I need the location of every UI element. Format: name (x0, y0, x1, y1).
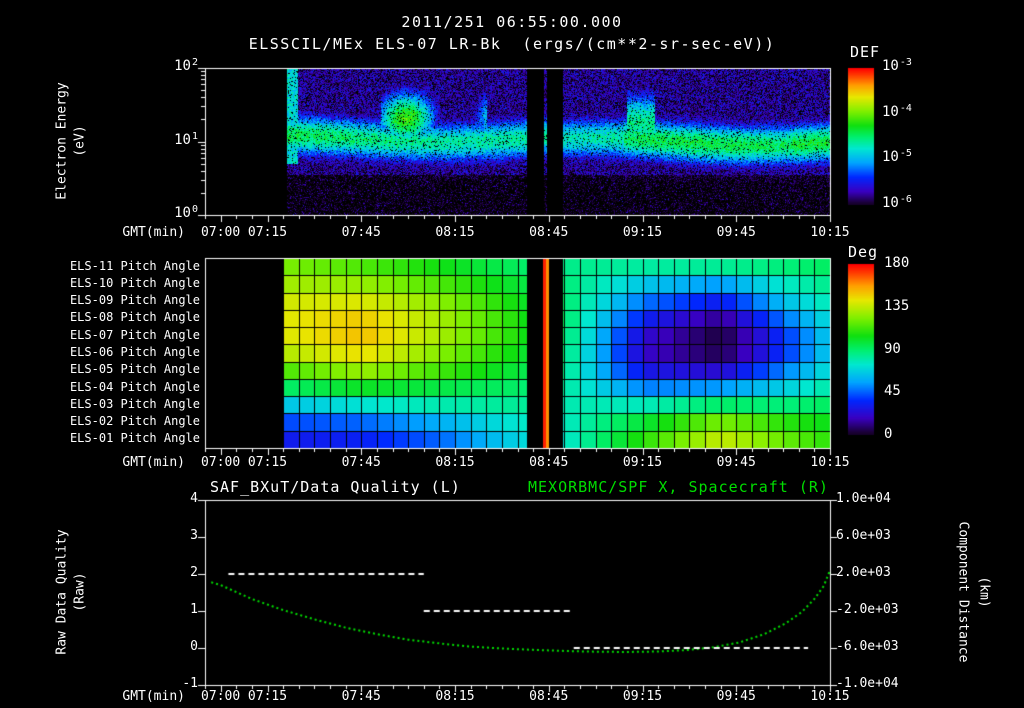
deg-colorbar-tick-label: 180 (884, 255, 910, 271)
panel3-right-tick-label: -1.0e+04 (836, 676, 899, 691)
deg-colorbar-tick-label: 135 (884, 297, 910, 314)
def-colorbar-tick-label: 10-3 (882, 57, 912, 74)
panel2-row-label: ELS-05 Pitch Angle (69, 362, 200, 377)
panel1-y-axis-title-line2: (eV) (72, 125, 88, 157)
x-tick-label: 07:00 (201, 225, 241, 240)
x-tick-label: 07:00 (201, 689, 241, 704)
x-tick-label: 10:15 (810, 689, 850, 704)
x-tick-label: 09:15 (622, 689, 663, 704)
x-tick-label: 09:15 (622, 225, 663, 240)
x-tick-label: 08:15 (435, 455, 475, 470)
x-tick-label: 09:45 (716, 225, 756, 240)
deg-colorbar-tick-label: 45 (884, 383, 901, 400)
panel3-left-axis-title-line2: (Raw) (72, 572, 88, 612)
title-main: ELSSCIL/MEx ELS-07 LR-Bk (ergs/(cm**2-sr… (248, 35, 776, 53)
panel3-left-tick-label: 4 (190, 491, 198, 506)
x-tick-label: 08:15 (435, 689, 475, 704)
title-datetime: 2011/251 06:55:00.000 (401, 13, 623, 31)
panel3-right-tick-label: 6.0e+03 (836, 528, 891, 543)
panel3-right-tick-label: 2.0e+03 (836, 565, 891, 580)
deg-colorbar-tick-label: 0 (884, 426, 893, 442)
x-tick-label: 07:00 (201, 455, 241, 470)
x-tick-label: 07:15 (247, 455, 288, 470)
x-tick-label: 07:45 (341, 689, 381, 704)
panel2-row-label: ELS-06 Pitch Angle (69, 345, 200, 359)
panel2-xaxis-title: GMT(min) (122, 455, 185, 470)
panel2-row-label: ELS-03 Pitch Angle (69, 396, 200, 411)
def-colorbar-title: DEF (850, 43, 881, 61)
panel2-row-label: ELS-11 Pitch Angle (69, 258, 200, 273)
x-tick-label: 08:45 (529, 225, 569, 240)
panel1-y-axis-title-line1: Electron Energy (54, 82, 70, 200)
x-tick-label: 09:15 (622, 455, 663, 470)
panel2-row-label: ELS-04 Pitch Angle (69, 379, 200, 394)
x-tick-label: 09:45 (716, 455, 756, 470)
x-tick-label: 07:45 (341, 455, 381, 470)
x-tick-label: 10:15 (810, 455, 850, 470)
x-tick-label: 08:15 (435, 225, 475, 240)
panel2-row-label: ELS-08 Pitch Angle (69, 310, 200, 325)
x-tick-label: 09:45 (716, 689, 756, 704)
panel3-right-title: MEXORBMC/SPF X, Spacecraft (R) (528, 478, 829, 496)
x-tick-label: 07:15 (247, 689, 288, 704)
def-colorbar-tick-label: 10-5 (882, 148, 912, 166)
panel1-y-tick-label: 102 (174, 57, 198, 74)
panel3-left-axis-title-line1: Raw Data Quality (54, 529, 70, 655)
x-tick-label: 08:45 (529, 689, 569, 704)
def-colorbar-tick-label: 10-4 (882, 102, 912, 120)
panel3-left-tick-label: -1 (182, 676, 198, 691)
deg-colorbar-title: Deg (848, 243, 879, 261)
def-colorbar-tick-label: 10-6 (882, 194, 912, 211)
panel2-row-label: ELS-07 Pitch Angle (69, 327, 200, 342)
x-tick-label: 07:15 (247, 225, 288, 240)
panel1-y-tick-label: 100 (174, 204, 198, 221)
panel1-y-tick-label: 101 (174, 130, 198, 148)
panel3-left-tick-label: 0 (190, 639, 198, 654)
panel3-xaxis-title: GMT(min) (122, 689, 185, 704)
panel3-left-tick-label: 3 (190, 528, 198, 543)
x-tick-label: 08:45 (529, 455, 569, 470)
panel3-left-title: SAF_BXuT/Data Quality (L) (210, 478, 461, 496)
panel3-left-tick-label: 1 (190, 602, 198, 617)
x-tick-label: 10:15 (810, 225, 850, 240)
panel3-left-tick-label: 2 (190, 565, 198, 580)
panel2-row-label: ELS-09 Pitch Angle (69, 293, 200, 308)
panel3-right-tick-label: -2.0e+03 (836, 602, 899, 617)
panel1-xaxis-title: GMT(min) (122, 225, 185, 240)
panel3-right-tick-label: 1.0e+04 (836, 491, 891, 506)
deg-colorbar-tick-label: 90 (884, 340, 901, 357)
panel3-right-axis-title-line2: (km) (976, 576, 992, 608)
panel3-right-tick-label: -6.0e+03 (836, 639, 899, 654)
panel2-row-label: ELS-10 Pitch Angle (69, 275, 200, 290)
panel2-row-label: ELS-01 Pitch Angle (69, 431, 200, 446)
panel2-row-label: ELS-02 Pitch Angle (69, 414, 200, 429)
x-tick-label: 07:45 (341, 225, 381, 240)
panel3-right-axis-title-line1: Component Distance (955, 521, 971, 663)
